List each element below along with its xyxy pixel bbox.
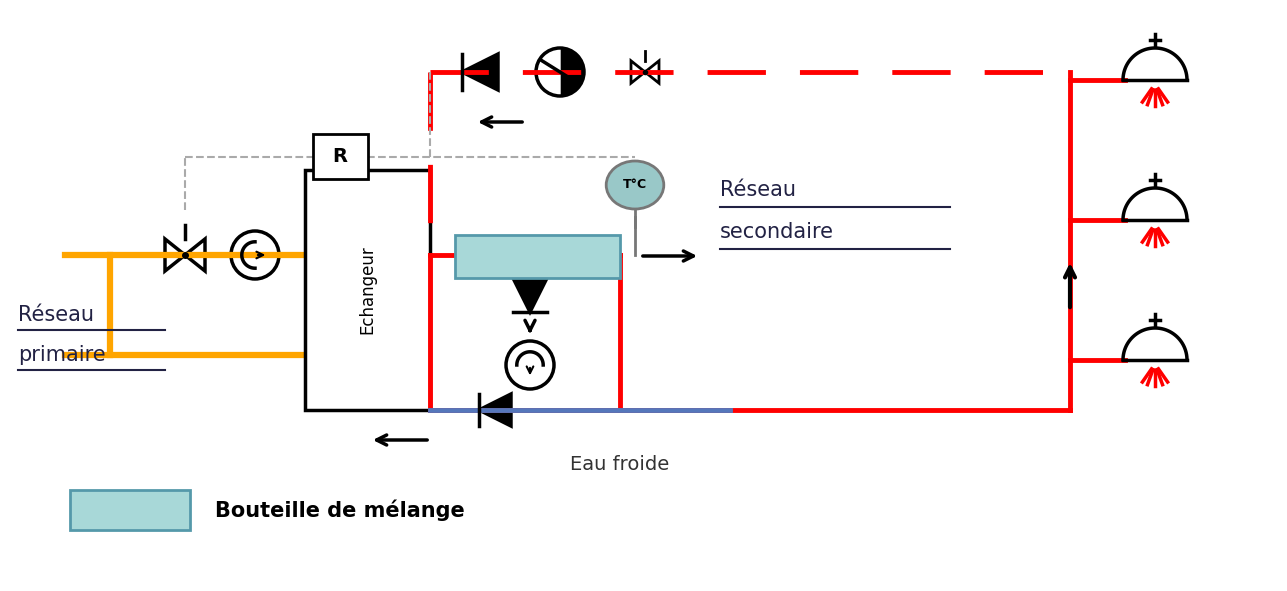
Text: primaire: primaire	[18, 345, 106, 365]
Polygon shape	[645, 61, 659, 83]
Polygon shape	[631, 61, 645, 83]
Circle shape	[506, 341, 553, 389]
Text: T°C: T°C	[623, 178, 647, 191]
Polygon shape	[479, 394, 511, 426]
Bar	[456, 235, 620, 278]
Polygon shape	[560, 48, 584, 96]
Polygon shape	[165, 239, 185, 271]
Text: Réseau: Réseau	[719, 180, 795, 200]
Text: R: R	[332, 148, 347, 167]
Polygon shape	[462, 54, 498, 90]
Text: Echangeur: Echangeur	[359, 246, 377, 335]
Bar	[69, 490, 190, 530]
Text: Réseau: Réseau	[18, 305, 94, 325]
Text: Bouteille de mélange: Bouteille de mélange	[215, 499, 465, 521]
Polygon shape	[185, 239, 205, 271]
Polygon shape	[514, 278, 547, 312]
Ellipse shape	[606, 161, 664, 209]
Circle shape	[230, 231, 279, 279]
Bar	[313, 134, 368, 179]
Bar	[305, 170, 430, 410]
Text: secondaire: secondaire	[719, 222, 834, 242]
Polygon shape	[535, 48, 560, 96]
Text: Eau froide: Eau froide	[570, 456, 669, 475]
